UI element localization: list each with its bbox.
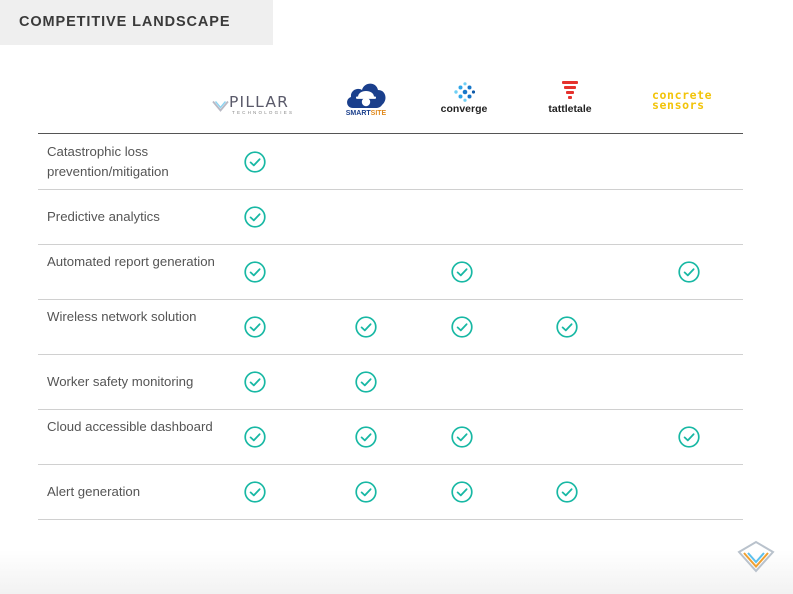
converge-logo: converge: [432, 82, 496, 118]
table-body: Catastrophic loss prevention/mitigation P…: [38, 134, 743, 520]
check-circle-icon: [244, 316, 266, 338]
pillar-diamond-icon: [212, 100, 229, 112]
section-header: COMPETITIVE LANDSCAPE: [0, 0, 273, 45]
converge-dots-icon: [454, 82, 475, 102]
check-circle-icon: [451, 481, 473, 503]
tattletale-name: tattletale: [548, 103, 592, 115]
check-circle-icon: [451, 426, 473, 448]
tattletale-logo: tattletale: [537, 80, 603, 118]
check-circle-icon: [556, 316, 578, 338]
converge-name: converge: [440, 103, 488, 115]
smartsite-name-suffix: SITE: [370, 110, 387, 117]
tattletale-bars-icon: [562, 81, 578, 99]
feature-label: Catastrophic loss prevention/mitigation: [47, 143, 169, 179]
feature-label: Automated report generation: [47, 254, 215, 269]
check-circle-icon: [678, 426, 700, 448]
cloud-worker-icon: [347, 83, 386, 108]
check-circle-icon: [244, 150, 266, 173]
concrete-sensors-name-line2: sensors: [652, 98, 705, 112]
pillar-subtitle: TECHNOLOGIES: [232, 110, 295, 115]
check-circle-icon: [556, 481, 578, 503]
smartsite-logo: SMARTSITE: [338, 78, 394, 120]
smartsite-name: SMARTSITE: [338, 110, 394, 117]
comparison-table: Catastrophic loss prevention/mitigation P…: [38, 133, 743, 520]
feature-label: Wireless network solution: [47, 309, 197, 324]
check-circle-icon: [244, 371, 266, 393]
check-circle-icon: [678, 261, 700, 283]
check-circle-icon: [355, 481, 377, 503]
check-circle-icon: [244, 206, 266, 228]
concrete-sensors-logo: concrete sensors: [652, 88, 732, 116]
feature-label: Worker safety monitoring: [47, 374, 194, 389]
check-circle-icon: [244, 426, 266, 448]
feature-label: Alert generation: [47, 484, 141, 499]
table-row: Wireless network solution: [38, 300, 743, 355]
table-row: Alert generation: [38, 465, 743, 520]
table-row: Worker safety monitoring: [38, 355, 743, 410]
feature-label: Cloud accessible dashboard: [47, 419, 213, 434]
check-circle-icon: [355, 426, 377, 448]
footer-band: [0, 550, 793, 594]
check-circle-icon: [451, 316, 473, 338]
pillar-logo: PILLAR TECHNOLOGIES: [208, 90, 303, 120]
pillar-diamond-icon: [737, 540, 775, 573]
concrete-sensors-name-line1: concrete: [652, 88, 713, 102]
table-row: Cloud accessible dashboard: [38, 410, 743, 465]
pillar-name: PILLAR: [229, 93, 290, 111]
table-row: Predictive analytics: [38, 190, 743, 245]
table-row: Automated report generation: [38, 245, 743, 300]
table-top-divider: [38, 133, 743, 134]
check-circle-icon: [355, 371, 377, 393]
table-row: Catastrophic loss prevention/mitigation: [38, 134, 743, 190]
check-circle-icon: [355, 316, 377, 338]
check-circle-icon: [244, 261, 266, 283]
page-title: COMPETITIVE LANDSCAPE: [19, 14, 231, 30]
smartsite-name-prefix: SMART: [345, 110, 371, 117]
feature-label: Predictive analytics: [47, 209, 160, 224]
check-circle-icon: [451, 261, 473, 283]
check-circle-icon: [244, 481, 266, 503]
